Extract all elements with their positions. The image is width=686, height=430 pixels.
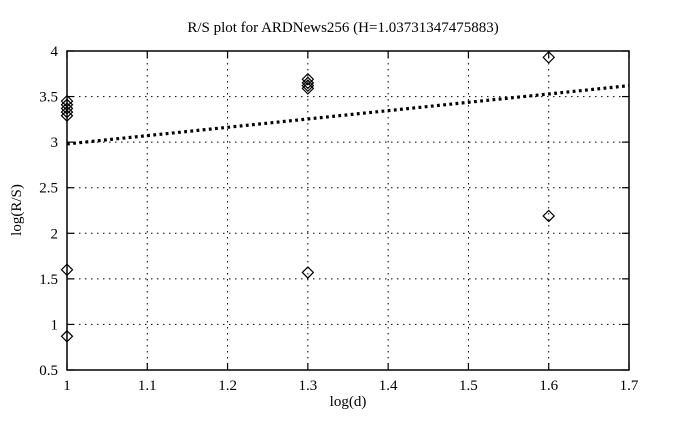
x-tick-label: 1	[63, 378, 71, 394]
y-tick-label: 3.5	[39, 90, 58, 106]
data-point-diamond	[301, 266, 315, 279]
data-point-diamond	[60, 263, 74, 277]
y-tick-label: 4	[51, 44, 59, 60]
x-tick-label: 1.1	[138, 378, 157, 394]
data-point-diamond	[60, 109, 74, 123]
chart-title: R/S plot for ARDNews256 (H=1.03731347475…	[187, 20, 499, 36]
data-point-diamond	[60, 105, 74, 119]
y-tick-label: 2	[51, 226, 59, 242]
x-tick-label: 1.7	[620, 378, 639, 394]
data-point-diamond	[542, 51, 556, 64]
x-axis-label: log(d)	[329, 394, 367, 410]
data-point-diamond	[542, 209, 556, 223]
x-tick-label: 1.2	[218, 378, 237, 394]
data-point-diamond	[301, 76, 315, 90]
y-tick-label: 2.5	[39, 181, 58, 197]
data-point-diamond	[301, 72, 315, 86]
x-tick-label: 1.3	[298, 378, 317, 394]
plot-border	[66, 50, 630, 371]
x-tick-label: 1.6	[539, 378, 558, 394]
y-tick-label: 0.5	[39, 363, 58, 379]
data-point-diamond	[301, 79, 315, 92]
y-tick-label: 3	[51, 135, 59, 151]
x-tick-label: 1.4	[379, 378, 398, 394]
y-tick-label: 1.5	[39, 272, 58, 288]
y-tick-label: 1	[51, 317, 59, 333]
x-tick-label: 1.5	[459, 378, 478, 394]
y-axis-label: log(R/S)	[9, 184, 25, 236]
fit-trend-line	[66, 84, 630, 146]
data-point-diamond	[60, 329, 74, 343]
data-point-diamond	[301, 82, 315, 95]
